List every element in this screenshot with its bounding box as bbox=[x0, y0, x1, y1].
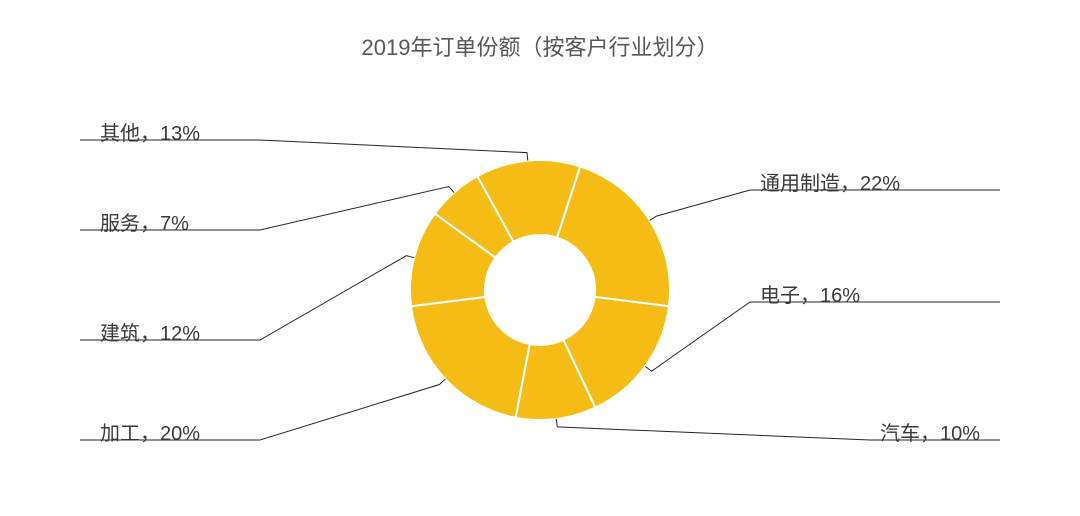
slice-label-汽车: 汽车，10% bbox=[880, 417, 980, 446]
chart-container: 2019年订单份额（按客户行业划分） 通用制造，22%电子，16%汽车，10%加… bbox=[0, 0, 1080, 516]
slice-label-通用制造: 通用制造，22% bbox=[760, 167, 900, 196]
slice-label-加工: 加工，20% bbox=[100, 417, 200, 446]
slice-label-服务: 服务，7% bbox=[100, 207, 189, 236]
slice-label-建筑: 建筑，12% bbox=[100, 317, 200, 346]
slice-label-其他: 其他，13% bbox=[100, 117, 200, 146]
slice-label-电子: 电子，16% bbox=[760, 279, 860, 308]
leader-电子 bbox=[645, 302, 1000, 371]
slice-加工 bbox=[411, 297, 530, 418]
